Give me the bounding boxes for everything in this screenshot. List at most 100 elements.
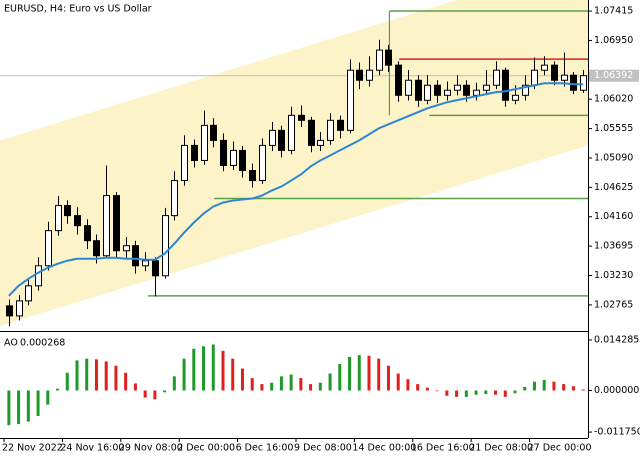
candle-body [84,225,91,242]
ao-bar [104,361,108,391]
ao-bar [513,390,517,394]
ao-bar [114,365,118,391]
candle-body [269,129,276,146]
chart-title: EURUSD, H4: Euro vs US Dollar [4,4,152,15]
indicator-value: 0.000268 [20,338,65,349]
candle-body [327,119,334,141]
ao-bar [503,390,507,397]
ao-bar [94,359,98,391]
candle-body [288,114,295,151]
x-tick-label: 24 Nov 16:00 [60,443,124,454]
ao-bar [348,356,352,391]
candle-body [103,195,110,257]
ao-bar [552,381,556,391]
ao-bar [425,387,429,391]
y-tick-label: 1.05555 [594,123,633,134]
ao-bar [172,376,176,391]
ao-bar [396,373,400,391]
candle-body [444,89,451,96]
candle-body [502,69,509,101]
ao-bar [75,360,79,391]
candle-body [483,84,490,91]
candle-body [395,64,402,96]
ao-bar [299,378,303,391]
ao-bar [386,365,390,391]
y-tick-label: 1.03695 [594,241,633,252]
candle-body [493,69,500,86]
ao-bar [211,344,215,391]
candle-body [249,169,256,182]
candle-body [454,84,461,91]
ao-bar [231,358,235,391]
x-tick-label: 9 Dec 08:00 [294,443,352,454]
candle-body [347,69,354,131]
ao-bar [464,390,468,397]
candle-body [376,49,383,71]
ao-bar [318,382,322,391]
ao-bar [406,379,410,391]
candle-body [191,144,198,161]
y-tick-label: 0.014285 [594,334,639,345]
candle-body [6,305,13,317]
x-tick-label: 29 Nov 08:00 [119,443,183,454]
candle-body [317,139,324,146]
candle-body [473,89,480,96]
candle-body [64,205,71,217]
candle-body [123,245,130,252]
ao-bar [455,390,459,397]
candle-body [308,119,315,146]
x-tick-label: 16 Dec 16:00 [411,443,475,454]
ao-bar [571,386,575,391]
candle-body [152,260,159,277]
ao-bar [143,390,147,398]
ao-bar [562,384,566,391]
candle-body [551,64,558,81]
ao-bar [377,358,381,391]
y-tick-label: 1.06950 [594,35,633,46]
ao-bar [240,368,244,391]
ao-bar [163,390,167,393]
candle-body [337,119,344,131]
candle-body [531,69,538,86]
ao-bar [474,390,478,395]
ao-bar [221,350,225,391]
candle-body [561,74,568,81]
candle-body [45,230,52,267]
ao-bar [65,372,69,391]
ao-bar [542,379,546,391]
ao-bar [279,376,283,391]
ao-bar [56,388,60,391]
candle-body [162,215,169,277]
plot-layer [0,0,588,426]
ao-bar [532,381,536,391]
candle-body [74,215,81,227]
candle-body [239,149,246,171]
x-tick-label: 27 Dec 00:00 [528,443,592,454]
candle-body [278,129,285,151]
y-tick-label: 1.03230 [594,270,633,281]
candle-body [201,124,208,161]
candle-body [25,285,32,302]
candle-body [570,74,577,91]
ao-bar [133,383,137,391]
x-tick-label: 2 Dec 00:00 [177,443,235,454]
current-price-label: 1.06392 [594,70,633,81]
candle-body [415,79,422,101]
candle-body [171,180,178,217]
ao-bar [328,373,332,391]
candle-body [580,75,587,91]
candle-body [35,265,42,287]
y-tick-label: 1.04160 [594,211,633,222]
ao-bar [289,374,293,391]
candle-body [113,195,120,252]
candle-body [220,139,227,166]
ao-bar [367,355,371,391]
candle-body [181,144,188,182]
candle-body [132,245,139,267]
candle-body [210,124,217,141]
ao-bar [357,355,361,391]
ao-bar [36,390,40,416]
ao-bar [153,390,157,400]
y-tick-label: 1.06020 [594,94,633,105]
